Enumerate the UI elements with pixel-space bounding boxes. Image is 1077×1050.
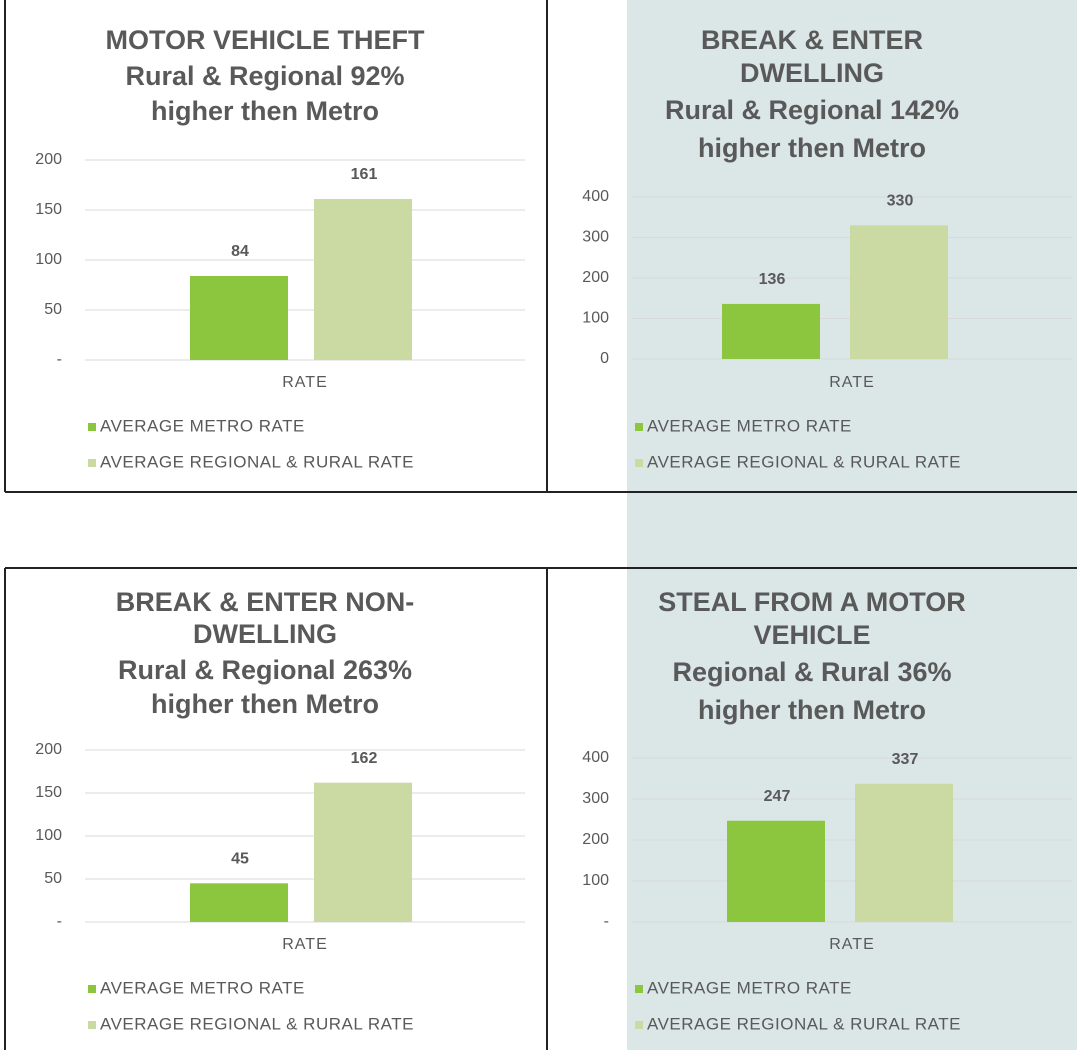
x-tick-label: RATE	[282, 374, 327, 391]
bar	[314, 199, 412, 360]
legend-label: AVERAGE REGIONAL & RURAL RATE	[647, 452, 961, 471]
legend-marker	[88, 423, 96, 431]
chart-title: higher then Metro	[698, 695, 926, 725]
value-label: 136	[759, 271, 786, 288]
chart-title: higher then Metro	[698, 133, 926, 163]
y-tick-label: -	[57, 913, 62, 930]
value-label: 337	[892, 751, 919, 768]
y-tick-label: 100	[582, 872, 609, 889]
y-tick-label: 200	[35, 151, 62, 168]
legend-marker	[635, 423, 643, 431]
value-label: 247	[764, 788, 791, 805]
y-tick-label: 50	[44, 301, 62, 318]
legend-label: AVERAGE METRO RATE	[647, 416, 852, 435]
y-tick-label: 50	[44, 870, 62, 887]
y-tick-label: 400	[582, 749, 609, 766]
x-tick-label: RATE	[829, 936, 874, 953]
y-tick-label: 400	[582, 188, 609, 205]
legend-marker	[88, 985, 96, 993]
y-tick-label: 100	[35, 251, 62, 268]
legend-label: AVERAGE METRO RATE	[100, 416, 305, 435]
chart-title: Regional & Rural 36%	[672, 657, 951, 687]
legend-marker	[635, 985, 643, 993]
y-tick-label: -	[57, 351, 62, 368]
y-tick-label: 200	[582, 831, 609, 848]
value-label: 330	[887, 193, 914, 210]
legend-marker	[635, 1021, 643, 1029]
bar	[850, 225, 948, 359]
legend-label: AVERAGE METRO RATE	[100, 978, 305, 997]
chart-title: Rural & Regional 142%	[665, 95, 959, 125]
y-tick-label: 0	[600, 350, 609, 367]
value-label: 162	[351, 750, 378, 767]
chart-title: VEHICLE	[753, 620, 870, 650]
chart-title: Rural & Regional 92%	[125, 61, 404, 91]
x-tick-label: RATE	[829, 374, 874, 391]
x-tick-label: RATE	[282, 936, 327, 953]
y-tick-label: 300	[582, 790, 609, 807]
chart-title: BREAK & ENTER NON-	[116, 587, 415, 617]
bar	[190, 883, 288, 922]
legend-marker	[88, 1021, 96, 1029]
legend-label: AVERAGE REGIONAL & RURAL RATE	[647, 1014, 961, 1033]
y-tick-label: 100	[35, 827, 62, 844]
y-tick-label: 200	[35, 741, 62, 758]
y-tick-label: 200	[582, 269, 609, 286]
chart-title: DWELLING	[740, 58, 884, 88]
legend-marker	[635, 459, 643, 467]
bar	[855, 783, 953, 922]
bar	[190, 276, 288, 360]
legend-label: AVERAGE REGIONAL & RURAL RATE	[100, 1014, 414, 1033]
value-label: 161	[351, 166, 378, 183]
bar	[722, 303, 820, 359]
value-label: 84	[231, 243, 249, 260]
chart-title: Rural & Regional 263%	[118, 655, 412, 685]
chart-title: DWELLING	[193, 619, 337, 649]
bar	[314, 782, 412, 922]
bar	[727, 820, 825, 922]
y-tick-label: 150	[35, 201, 62, 218]
value-label: 45	[231, 851, 249, 868]
y-tick-label: 300	[582, 229, 609, 246]
legend-marker	[88, 459, 96, 467]
chart-title: higher then Metro	[151, 689, 379, 719]
legend-label: AVERAGE REGIONAL & RURAL RATE	[100, 452, 414, 471]
background-panel	[627, 493, 1077, 568]
chart-title: higher then Metro	[151, 96, 379, 126]
chart-title: BREAK & ENTER	[701, 25, 923, 55]
y-tick-label: 100	[582, 310, 609, 327]
chart-title: MOTOR VEHICLE THEFT	[105, 25, 425, 55]
chart-title: STEAL FROM A MOTOR	[658, 587, 966, 617]
y-tick-label: 150	[35, 784, 62, 801]
legend-label: AVERAGE METRO RATE	[647, 978, 852, 997]
y-tick-label: -	[604, 913, 609, 930]
